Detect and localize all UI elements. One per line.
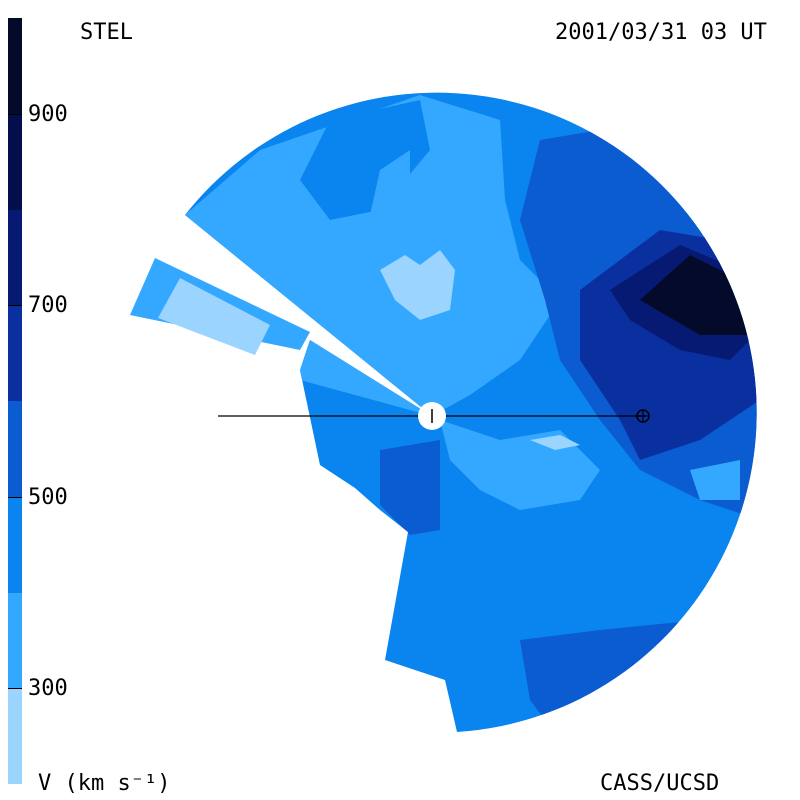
- colorbar-tick: [8, 305, 22, 307]
- sector-wedge-slowest: [158, 278, 270, 355]
- colorbar-segment: [8, 401, 22, 497]
- colorbar-segment: [8, 592, 22, 689]
- source-label: STEL: [80, 20, 133, 45]
- field-region-mid-north: [300, 100, 430, 220]
- quantity-label: V (km s⁻¹): [38, 771, 171, 796]
- field-region-fast-southwest: [380, 440, 440, 535]
- field-region-slowest-east: [530, 435, 580, 450]
- colorbar-tick: [8, 113, 22, 115]
- colorbar-tick-label: 900: [28, 101, 68, 127]
- field-region-fast-south: [520, 620, 700, 733]
- colorbar-tick-label: 700: [28, 293, 68, 319]
- field-region-slowest: [380, 250, 455, 320]
- colorbar-segment: [8, 688, 22, 784]
- colorbar-segment: [8, 209, 22, 306]
- credit-label: CASS/UCSD: [600, 771, 720, 796]
- colorbar-segment: [8, 18, 22, 114]
- colorbar: [8, 18, 22, 784]
- field-region-slow-southeast: [690, 460, 740, 500]
- colorbar-tick: [8, 688, 22, 690]
- velocity-field: [185, 92, 757, 733]
- colorbar-tick-label: 300: [28, 676, 68, 702]
- colorbar-segment: [8, 496, 22, 593]
- colorbar-segment: [8, 305, 22, 401]
- colorbar-segment: [8, 113, 22, 210]
- colorbar-tick: [8, 496, 22, 498]
- timestamp-label: 2001/03/31 03 UT: [555, 20, 767, 45]
- colorbar-tick-label: 500: [28, 484, 68, 510]
